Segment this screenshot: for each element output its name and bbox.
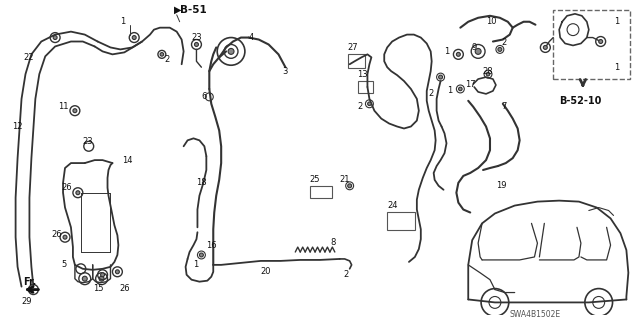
Text: 26: 26 — [120, 284, 130, 293]
Text: 16: 16 — [206, 241, 217, 249]
Text: 10: 10 — [486, 17, 497, 26]
Text: 13: 13 — [358, 70, 368, 78]
Text: 2: 2 — [358, 102, 363, 111]
Circle shape — [99, 276, 104, 281]
Circle shape — [100, 273, 104, 277]
Circle shape — [73, 109, 77, 113]
Text: 27: 27 — [348, 43, 358, 52]
Text: 3: 3 — [282, 67, 288, 76]
Text: 1: 1 — [614, 17, 620, 26]
Circle shape — [53, 36, 57, 40]
Circle shape — [348, 184, 351, 188]
Text: 29: 29 — [22, 297, 32, 306]
Circle shape — [598, 40, 603, 43]
Text: 4: 4 — [249, 33, 254, 42]
Text: 26: 26 — [51, 230, 62, 239]
Text: 24: 24 — [387, 201, 397, 210]
Text: 7: 7 — [501, 102, 506, 111]
Circle shape — [132, 36, 136, 40]
Text: 23: 23 — [83, 137, 93, 146]
Circle shape — [498, 48, 502, 51]
Text: SWA4B1502E: SWA4B1502E — [509, 310, 561, 319]
Text: 26: 26 — [61, 183, 72, 192]
Circle shape — [456, 52, 460, 56]
Text: B-52-10: B-52-10 — [559, 96, 602, 106]
Text: 1: 1 — [447, 86, 452, 95]
Text: 8: 8 — [330, 238, 335, 247]
Circle shape — [228, 48, 234, 54]
Circle shape — [76, 191, 80, 195]
Circle shape — [543, 46, 547, 49]
Circle shape — [63, 235, 67, 239]
Circle shape — [367, 102, 371, 106]
Text: 21: 21 — [340, 175, 350, 184]
Circle shape — [438, 75, 442, 79]
Circle shape — [83, 276, 87, 281]
Text: 17: 17 — [465, 79, 476, 88]
Text: 15: 15 — [93, 284, 103, 293]
Text: B-51: B-51 — [180, 5, 207, 15]
Text: 2: 2 — [165, 55, 170, 64]
Bar — [348, 54, 365, 68]
Text: 5: 5 — [61, 260, 67, 269]
Text: 14: 14 — [122, 156, 133, 165]
Bar — [387, 212, 415, 230]
Circle shape — [459, 87, 462, 91]
Text: 1: 1 — [193, 260, 199, 269]
Text: 28: 28 — [482, 67, 493, 76]
Text: 11: 11 — [58, 102, 68, 111]
Text: 9: 9 — [471, 43, 476, 52]
Text: 2: 2 — [429, 89, 434, 98]
Text: 2: 2 — [344, 270, 349, 279]
Text: 1: 1 — [614, 63, 620, 72]
Bar — [553, 10, 630, 79]
Circle shape — [115, 270, 120, 274]
Text: 12: 12 — [12, 122, 22, 131]
Text: 19: 19 — [496, 181, 506, 190]
Bar — [310, 186, 332, 198]
Bar — [358, 81, 373, 93]
Circle shape — [160, 53, 164, 56]
Text: 1: 1 — [445, 47, 450, 56]
Circle shape — [475, 48, 481, 54]
Text: 22: 22 — [24, 53, 34, 62]
Text: Fr.: Fr. — [24, 277, 36, 287]
Text: ▶: ▶ — [173, 5, 184, 15]
Text: 23: 23 — [191, 33, 202, 42]
Text: 6: 6 — [202, 93, 207, 101]
Text: 1: 1 — [120, 17, 125, 26]
Text: 20: 20 — [260, 267, 271, 276]
Circle shape — [486, 72, 490, 76]
Text: 2: 2 — [502, 38, 507, 47]
Text: 18: 18 — [196, 178, 207, 187]
Circle shape — [195, 42, 198, 47]
Text: 25: 25 — [310, 175, 320, 184]
Circle shape — [200, 253, 204, 257]
